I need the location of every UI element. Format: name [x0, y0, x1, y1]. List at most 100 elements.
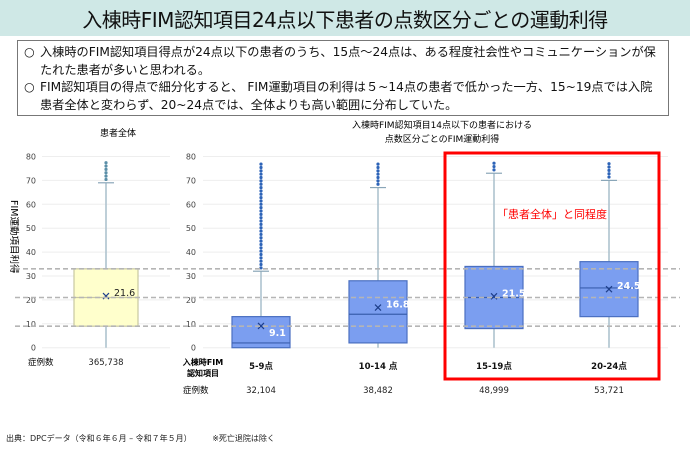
outlier-point: [259, 209, 263, 213]
highlight-frame: [443, 151, 661, 381]
summary-item: ○ 入棟時のFIM認知項目得点が24点以下の患者のうち、15点～24点は、ある程…: [24, 44, 662, 79]
outlier-point: [376, 179, 380, 183]
outlier-point: [259, 232, 263, 237]
outlier-point: [376, 169, 380, 173]
y-axis-label: FIM運動項目利得: [8, 200, 20, 274]
y-tick-label: 30: [186, 272, 196, 281]
outlier-point: [259, 236, 263, 240]
outlier-point: [607, 172, 611, 176]
circle-bullet-icon: ○: [24, 45, 35, 59]
outlier-point: [376, 175, 380, 180]
outlier-point: [492, 164, 496, 169]
y-tick-label: 70: [186, 176, 196, 185]
outlier-point: [607, 162, 611, 166]
outlier-point: [259, 206, 263, 210]
y-tick-label: 20: [186, 296, 196, 305]
category-label: 10-14 点: [359, 361, 398, 372]
case-count: 53,721: [594, 386, 624, 396]
outlier-point: [259, 212, 263, 216]
outlier-point: [259, 256, 263, 260]
outlier-point: [259, 239, 263, 243]
outlier-point: [259, 219, 263, 223]
y-tick-label: 60: [186, 200, 196, 209]
mean-marker: [605, 285, 613, 293]
outlier-point: [259, 182, 263, 186]
mean-label: 16.8: [386, 300, 410, 311]
case-count: 38,482: [363, 386, 393, 396]
y-tick-label: 40: [186, 248, 196, 257]
summary-item: ○ FIM認知項目の得点で細分化すると、 FIM運動項目の利得は５~14点の患者…: [24, 79, 662, 114]
outlier-point: [259, 189, 263, 193]
outlier-point: [259, 165, 263, 170]
outlier-point: [259, 259, 263, 263]
outlier-point: [376, 182, 380, 186]
count-label: 症例数: [28, 357, 54, 368]
count-label: 症例数: [183, 385, 209, 396]
outlier-point: [259, 252, 263, 257]
mean-marker: [374, 304, 382, 311]
summary-text: FIM認知項目の得点で細分化すると、 FIM運動項目の利得は５~14点の患者で低…: [40, 80, 653, 112]
chart-title-line-1: 入棟時FIM認知項目14点以下の患者における: [352, 119, 532, 131]
outlier-point: [492, 161, 496, 165]
case-count: 365,738: [88, 358, 123, 368]
mean-label: 21.6: [114, 288, 135, 299]
footer: 出典：DPCデータ（令和６年６月 – 令和７年５月） ※死亡退院は除く: [6, 433, 293, 444]
outlier-point: [259, 175, 263, 180]
outlier-point: [259, 216, 263, 220]
outlier-point: [259, 169, 263, 173]
case-count: 48,999: [479, 386, 509, 396]
outlier-point: [259, 192, 263, 196]
slide-title: 入棟時FIM認知項目24点以下患者の点数区分ごとの運動利得: [0, 0, 690, 36]
outlier-point: [259, 249, 263, 253]
outlier-point: [259, 199, 263, 203]
mean-marker: [490, 292, 498, 300]
outlier-point: [376, 172, 380, 176]
y-tick-label: 10: [186, 320, 196, 329]
y-tick-label: 70: [26, 176, 36, 185]
mean-label: 9.1: [269, 328, 286, 339]
summary-text: 入棟時のFIM認知項目得点が24点以下の患者のうち、15点～24点は、ある程度社…: [40, 45, 656, 77]
outlier-point: [259, 266, 263, 270]
category-label: 20-24点: [591, 361, 627, 372]
outlier-point: [376, 165, 380, 170]
outlier-point: [259, 229, 263, 233]
outlier-point: [607, 165, 611, 169]
mean-label: 24.5: [617, 281, 640, 292]
circle-bullet-icon: ○: [24, 80, 35, 94]
outlier-point: [259, 226, 263, 230]
y-tick-label: 50: [186, 224, 196, 233]
exclusion-note: ※死亡退院は除く: [212, 434, 275, 443]
outlier-point: [259, 179, 263, 183]
outlier-point: [104, 161, 108, 165]
box: [348, 280, 408, 344]
y-tick-label: 60: [26, 200, 36, 209]
highlight-label: 「患者全体」と同程度: [497, 207, 607, 221]
y-tick-label: 30: [26, 272, 36, 281]
y-tick-label: 40: [26, 248, 36, 257]
y-tick-label: 0: [31, 344, 36, 353]
y-tick-label: 50: [26, 224, 36, 233]
chart-title-line-2: 点数区分ごとのFIM運動利得: [385, 133, 500, 145]
x-axis-label-line-2: 認知項目: [187, 368, 219, 378]
y-tick-label: 80: [186, 153, 196, 162]
outlier-point: [259, 222, 263, 226]
outlier-point: [607, 175, 611, 179]
outlier-point: [104, 164, 108, 168]
outlier-point: [376, 162, 380, 166]
chart-title-all: 患者全体: [100, 127, 136, 139]
outlier-point: [104, 177, 108, 182]
outlier-point: [259, 162, 263, 166]
outlier-point: [104, 167, 108, 172]
outlier-point: [492, 168, 496, 172]
outlier-point: [104, 174, 108, 178]
y-tick-label: 20: [26, 296, 36, 305]
outlier-point: [259, 246, 263, 250]
summary-box: ○ 入棟時のFIM認知項目得点が24点以下の患者のうち、15点～24点は、ある程…: [17, 40, 669, 116]
outlier-point: [607, 168, 611, 172]
outlier-point: [259, 172, 263, 176]
y-tick-label: 80: [26, 153, 36, 162]
outlier-point: [259, 202, 263, 206]
category-label: 15-19点: [476, 361, 512, 372]
